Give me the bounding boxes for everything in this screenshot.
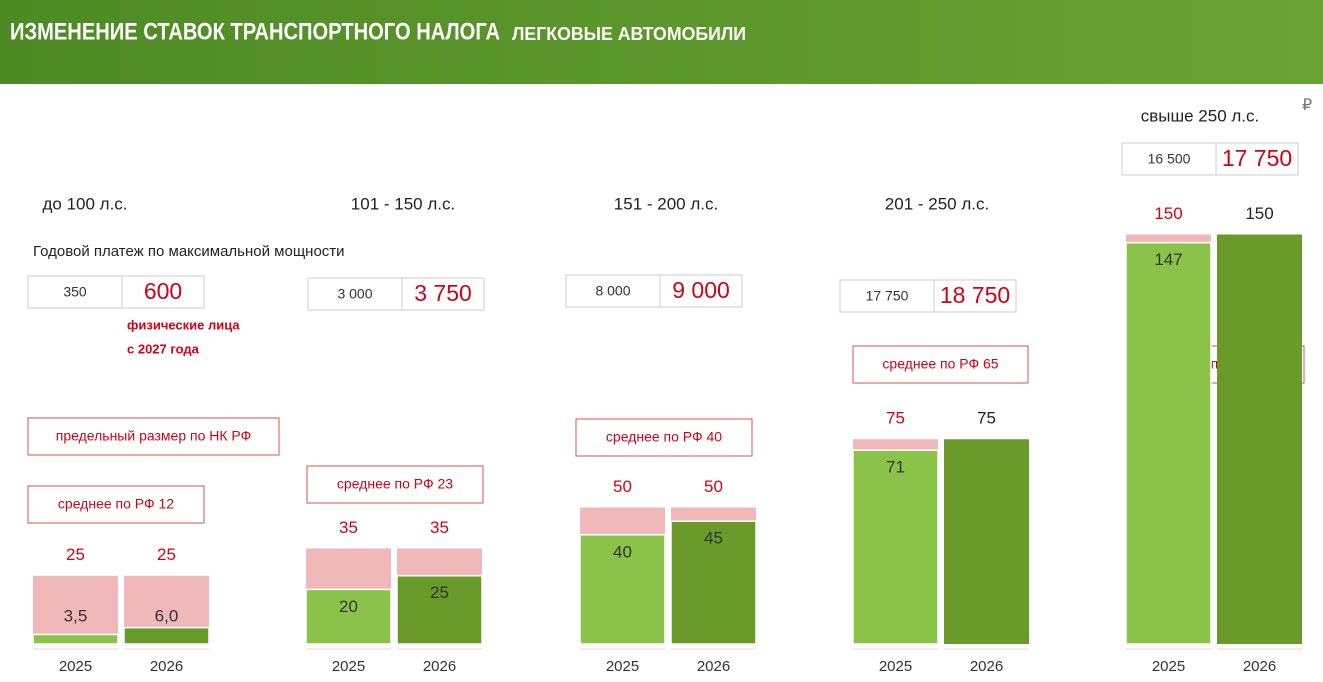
payment-old: 8 000 [595,283,630,299]
average-label: 20 [339,597,358,616]
year-label: 2025 [606,658,639,675]
average-bar [1125,241,1212,645]
payment-old: 17 750 [866,288,909,304]
callout: среднее по РФ 40 [606,429,722,445]
year-label: 2026 [970,658,1003,675]
max-label: 150 [1154,204,1182,223]
callout: среднее по РФ 23 [337,476,453,492]
max-bar [944,439,1029,644]
callout: среднее по РФ 65 [882,356,998,372]
year-label: 2025 [59,658,92,675]
average-bar [305,588,392,645]
max-label: 25 [157,545,176,564]
average-bar [579,534,666,645]
callout-box [27,485,205,524]
payment-new: 9 000 [672,277,730,303]
average-label: 147 [1154,250,1182,269]
payment-caption: Годовой платеж по максимальной мощности [33,243,345,260]
payment-new: 600 [144,278,182,304]
callout: предельный размер по НК РФ [56,428,251,444]
group-label: 151 - 200 л.с. [614,194,718,213]
subtitle: ЛЕГКОВЫЕ АВТОМОБИЛИ [512,24,746,44]
average-bar [396,575,483,645]
max-label: 35 [339,518,358,537]
callout-box [27,417,280,456]
payment-box [27,275,205,309]
average-label: 71 [886,458,905,477]
group-label: до 100 л.с. [42,194,127,213]
year-label: 2025 [1152,658,1185,675]
note: с 2027 года [127,341,200,356]
average-label: 25 [430,583,449,602]
payment-old: 3 000 [337,286,372,302]
payment-old: 350 [63,284,87,300]
currency: ₽ [1302,97,1312,114]
callout-box [575,418,753,457]
payment-box [307,277,485,311]
group-label: 101 - 150 л.с. [351,194,455,213]
average-bar [32,633,119,645]
group-label: свыше 250 л.с. [1141,106,1260,125]
year-label: 2025 [879,658,912,675]
title: ИЗМЕНЕНИЕ СТАВОК ТРАНСПОРТНОГО НАЛОГА [10,18,500,45]
max-label: 50 [613,477,632,496]
header-bar [0,0,1323,84]
payment-old: 16 500 [1148,151,1191,167]
payment-box [839,279,1017,313]
max-label: 25 [66,545,85,564]
payment-new: 3 750 [414,280,472,306]
max-bar [1217,234,1302,644]
callout-box [852,345,1029,384]
year-label: 2026 [423,658,456,675]
average-bar [852,449,939,645]
max-label: 150 [1245,204,1273,223]
payment-new: 17 750 [1222,145,1292,171]
year-label: 2025 [332,658,365,675]
average-bar [123,626,210,645]
callout: среднее по РФ 12 [58,496,174,512]
callout-box [306,465,484,504]
max-label: 75 [886,409,905,428]
max-bar [33,575,118,644]
year-label: 2026 [150,658,183,675]
year-label: 2026 [1243,658,1276,675]
payment-new: 18 750 [940,282,1010,308]
note: физические лица [127,317,240,332]
max-label: 75 [977,409,996,428]
group-label: 201 - 250 л.с. [885,194,989,213]
payment-box [1121,142,1299,176]
average-bar [670,520,757,645]
average-label: 6,0 [155,606,179,625]
average-label: 45 [704,529,723,548]
payment-box [565,274,743,308]
max-label: 50 [704,477,723,496]
year-label: 2026 [697,658,730,675]
max-label: 35 [430,518,449,537]
average-label: 40 [613,542,632,561]
average-label: 3,5 [64,606,88,625]
